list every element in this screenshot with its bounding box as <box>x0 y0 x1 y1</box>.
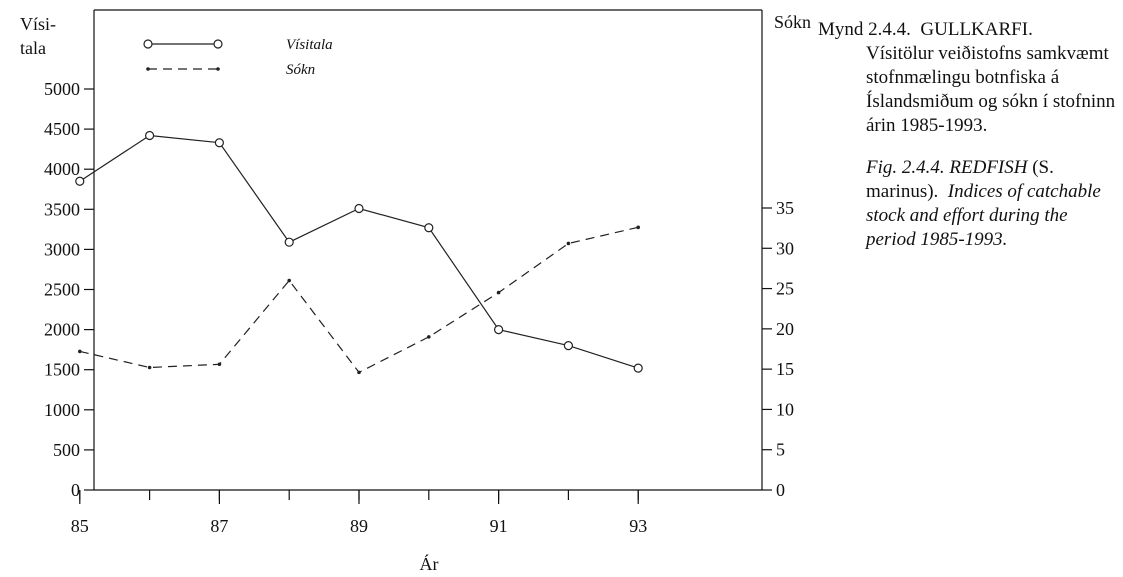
visitala-point <box>145 130 155 141</box>
left-tick-label: 500 <box>53 440 80 460</box>
left-tick-label: 5000 <box>44 79 80 99</box>
legend-label-visitala: Vísitala <box>286 37 333 53</box>
left-tick-label: 3000 <box>44 239 80 259</box>
visitala-point <box>563 341 574 351</box>
caption-en-scientific: marinus <box>866 181 928 202</box>
right-tick-label: 5 <box>776 440 785 460</box>
sokn-point <box>217 362 222 367</box>
caption-is-species: GULLKARFI. <box>920 19 1033 40</box>
sokn-point <box>287 278 292 283</box>
sokn-point <box>427 335 431 339</box>
right-tick-label: 0 <box>776 480 785 500</box>
caption-en-paren-open: (S. <box>1032 157 1054 178</box>
series-lines <box>75 130 643 375</box>
visitala-point <box>214 138 224 148</box>
caption-en-paren-close: ). <box>927 181 939 202</box>
visitala-point <box>424 223 434 233</box>
visitala-point <box>633 363 643 373</box>
visitala-point <box>284 237 294 247</box>
sokn-point <box>357 370 361 375</box>
left-tick-label: 1500 <box>44 360 80 380</box>
chart: 0 500 1000 1500 2000 2500 3000 3500 4000 4500 5000… <box>20 9 811 574</box>
caption-is-number: Mynd 2.4.4. <box>818 19 911 40</box>
sokn-point <box>566 241 571 246</box>
caption-is-body: Vísitölur veiðistofns samkvæmt stofnmæli… <box>866 43 1116 136</box>
left-tick-label: 4500 <box>44 119 80 139</box>
right-tick-label: 35 <box>776 198 794 218</box>
left-tick-label: 1000 <box>44 400 80 420</box>
x-tick-label: 93 <box>629 516 647 536</box>
right-tick-label: 30 <box>776 238 794 258</box>
series-line-sokn <box>79 226 639 374</box>
left-axis-label-line1: Vísi- <box>20 14 56 34</box>
caption-icelandic: Mynd 2.4.4. GULLKARFI. Vísitölur veiðist… <box>818 18 1118 138</box>
legend-marker-sokn <box>146 67 150 71</box>
right-tick-label: 10 <box>776 399 794 419</box>
legend-label-sokn: Sókn <box>286 62 315 78</box>
visitala-point <box>494 325 504 335</box>
left-tick-label: 3500 <box>44 199 80 219</box>
x-axis-label: Ár <box>420 553 439 574</box>
sokn-point <box>147 365 152 370</box>
sokn-point <box>78 349 82 354</box>
legend-marker-sokn <box>216 67 220 71</box>
left-tick-label: 0 <box>71 480 80 500</box>
x-tick-label: 85 <box>71 516 89 536</box>
legend: Vísitala Sókn <box>143 37 333 78</box>
sokn-point <box>636 225 640 230</box>
left-tick-label: 2000 <box>44 320 80 340</box>
caption-is-heading: Mynd 2.4.4. GULLKARFI. <box>818 18 1118 42</box>
right-tick-label: 20 <box>776 319 794 339</box>
right-tick-label: 25 <box>776 279 794 299</box>
legend-marker-visitala <box>213 39 223 49</box>
axes: 0 500 1000 1500 2000 2500 3000 3500 4000 4500 5000… <box>20 9 811 574</box>
legend-marker-visitala <box>143 39 153 49</box>
x-tick-label: 91 <box>490 516 508 536</box>
x-tick-label: 87 <box>210 516 228 536</box>
caption-english: Fig. 2.4.4. REDFISH (S. marinus). Indice… <box>818 156 1118 252</box>
caption-en-heading: Fig. 2.4.4. REDFISH <box>866 157 1028 178</box>
right-tick-label: 15 <box>776 359 794 379</box>
x-tick-label: 89 <box>350 516 368 536</box>
series-line-visitala <box>79 134 639 369</box>
visitala-point <box>75 176 85 186</box>
right-axis-label: Sókn <box>774 12 811 32</box>
sokn-point <box>496 290 501 295</box>
left-axis-label-line2: tala <box>20 38 46 58</box>
visitala-point <box>354 203 364 214</box>
left-tick-label: 2500 <box>44 280 80 300</box>
figure-caption: Mynd 2.4.4. GULLKARFI. Vísitölur veiðist… <box>818 18 1118 252</box>
caption-en-body: Indices of catchable stock and effort du… <box>866 181 1101 250</box>
left-tick-label: 4000 <box>44 159 80 179</box>
